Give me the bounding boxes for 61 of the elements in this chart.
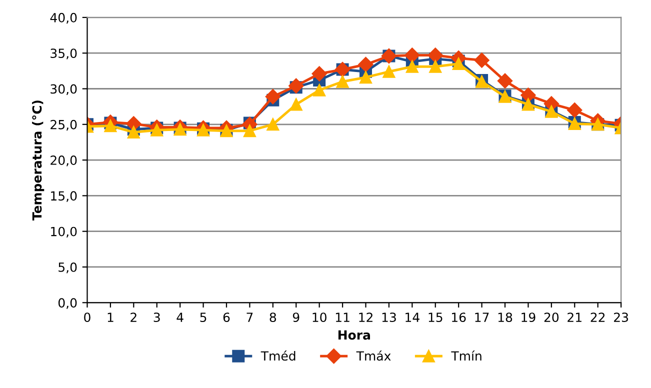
x-tick-label: 7 [246, 312, 253, 322]
point [127, 126, 140, 138]
x-tick-label: 1 [108, 312, 114, 322]
legend-label: Tméd [260, 350, 296, 361]
x-tick-label: 15 [428, 312, 442, 322]
y-tick-label: 5,0 [58, 262, 77, 274]
point [290, 98, 302, 111]
x-tick-label: 19 [522, 312, 536, 322]
point [265, 89, 280, 104]
point [474, 52, 490, 68]
y-tick-label: 35,0 [50, 48, 77, 60]
x-tick-label: 10 [312, 312, 326, 322]
point [336, 75, 349, 88]
x-tick-label: 6 [223, 312, 230, 322]
x-tick-label: 13 [382, 312, 396, 322]
point [404, 48, 420, 63]
y-tick-label: 20,0 [50, 156, 77, 166]
point [497, 73, 513, 88]
point [288, 78, 304, 94]
x-tick-label: 22 [590, 312, 605, 322]
y-axis-title: Temperatura (°C) [32, 100, 44, 221]
y-tick-label: 25,0 [50, 120, 77, 131]
x-tick-label: 20 [544, 312, 559, 322]
x-tick-label: 3 [154, 312, 160, 322]
x-tick-label: 17 [475, 312, 489, 322]
point [406, 60, 418, 73]
x-tick-label: 18 [498, 312, 512, 322]
legend-label: Tmáx [356, 350, 391, 361]
point [243, 124, 256, 138]
point [429, 60, 442, 73]
x-axis-title: Hora [338, 330, 370, 340]
x-tick-label: 8 [270, 312, 276, 322]
x-tick-label: 0 [84, 312, 90, 322]
y-tick-label: 30,0 [50, 84, 77, 95]
x-tick-label: 21 [568, 312, 582, 322]
y-tick-label: 0,0 [58, 298, 77, 309]
point [428, 48, 443, 63]
x-tick-label: 23 [614, 312, 628, 322]
point [382, 65, 396, 78]
x-tick-label: 2 [130, 312, 136, 322]
y-tick-label: 15,0 [51, 191, 77, 202]
point [104, 120, 117, 132]
x-tick-label: 9 [292, 312, 300, 322]
point [312, 66, 327, 82]
point [520, 88, 536, 103]
point [358, 56, 374, 72]
x-tick-label: 5 [200, 312, 206, 322]
point [126, 116, 142, 132]
point [313, 84, 326, 96]
x-tick-label: 14 [406, 312, 420, 322]
y-tick-label: 10,0 [51, 226, 77, 238]
point [360, 71, 372, 84]
x-tick-label: 11 [336, 312, 350, 322]
x-tick-label: 16 [452, 312, 466, 322]
point [567, 102, 582, 118]
legend-label: Tmín [451, 350, 482, 360]
x-tick-label: 4 [176, 312, 184, 322]
y-tick-label: 40,0 [50, 12, 77, 24]
point [266, 118, 280, 131]
point [452, 58, 465, 70]
x-tick-label: 12 [359, 312, 372, 322]
